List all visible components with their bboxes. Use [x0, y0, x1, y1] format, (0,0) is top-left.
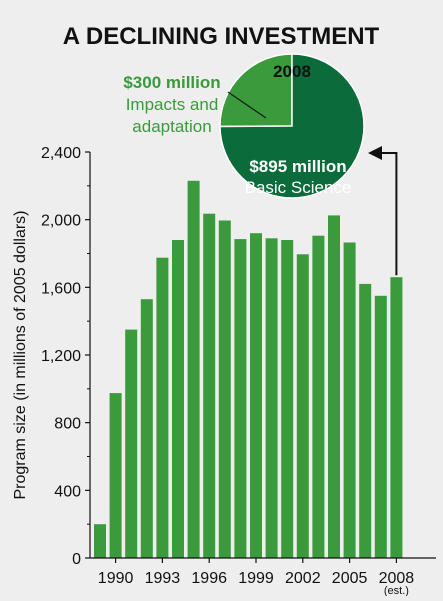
pie-label-basic-science: Basic Science — [245, 178, 352, 197]
x-tick-label: 1999 — [238, 570, 274, 587]
x-tick-label: 1993 — [145, 570, 181, 587]
bar-1992 — [140, 299, 153, 558]
x-tick-label: 1990 — [98, 570, 134, 587]
y-tick-label: 1,200 — [41, 348, 81, 365]
y-axis: 0 400 800 1,200 1,600 2,000 2,400 — [41, 145, 91, 568]
bar-1990 — [109, 393, 122, 558]
y-tick-label: 800 — [54, 416, 81, 433]
y-axis-label: Program size (in millions of 2005 dollar… — [12, 211, 29, 500]
bar-1989 — [94, 524, 106, 558]
pie-title: 2008 — [273, 62, 311, 81]
x-tick-label: 1996 — [191, 570, 227, 587]
bar-1995 — [187, 180, 200, 559]
y-tick-label: 2,400 — [41, 145, 81, 162]
bar-2004 — [328, 215, 340, 558]
y-tick-label: 1,600 — [41, 280, 81, 297]
bar-1999 — [250, 233, 262, 558]
connector-arrow-line — [382, 152, 398, 276]
bar-2000 — [265, 238, 278, 559]
y-tick-label: 2,000 — [41, 213, 81, 230]
x-tick-label: 2002 — [285, 570, 321, 587]
pie-value-label-basic-science: $895 million — [249, 157, 346, 176]
bar-2005 — [343, 242, 356, 558]
bar-2002 — [296, 254, 309, 559]
chart-title: A DECLINING INVESTMENT — [63, 23, 380, 50]
y-tick-label: 0 — [72, 551, 81, 568]
y-tick-label: 400 — [54, 483, 81, 500]
bar-2001 — [281, 240, 294, 558]
bar-1996 — [203, 213, 216, 558]
x-axis: 1990 1993 1996 1999 2002 2005 2008(est.) — [90, 557, 436, 597]
bar-1994 — [172, 240, 184, 558]
bar-2006 — [359, 283, 372, 558]
pie-value-label-impacts: $300 million — [123, 73, 220, 92]
pie-inset: 2008 $300 million Impacts and adaptation $89… — [123, 53, 398, 276]
x-tick-label: 2008 — [379, 570, 415, 587]
pie-label-impacts: Impacts and — [126, 95, 219, 114]
bar-2008 — [390, 277, 403, 558]
bar-2007 — [374, 295, 387, 558]
x-tick-label: 2005 — [332, 570, 368, 587]
bar-1998 — [234, 239, 247, 558]
bar-1993 — [156, 257, 169, 558]
x-tick-note: (est.) — [384, 585, 409, 596]
bar-2003 — [312, 235, 325, 558]
pie-slice-impacts — [219, 53, 293, 128]
bar-1997 — [218, 220, 231, 558]
bar-1991 — [125, 329, 138, 558]
pie-leader-line — [227, 91, 267, 119]
pie-label-impacts: adaptation — [132, 117, 211, 136]
pie-slice-basic-science — [219, 53, 365, 199]
bars — [94, 180, 403, 559]
connector-arrow-head — [368, 146, 382, 160]
